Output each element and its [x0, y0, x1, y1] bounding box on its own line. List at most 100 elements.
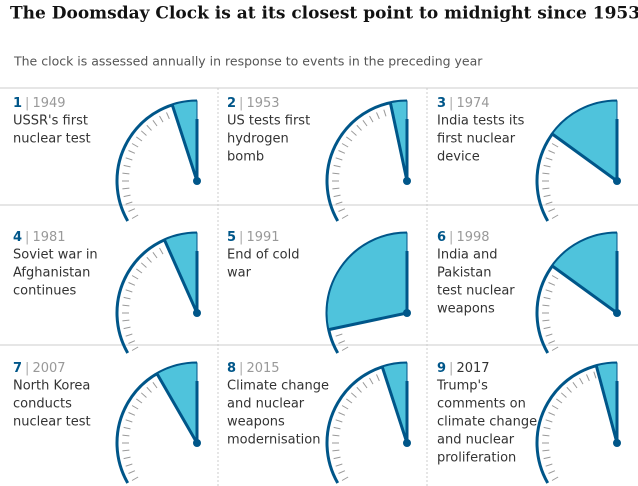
panel-heading: 2 | 1953	[227, 96, 280, 111]
clock-tick	[551, 143, 559, 148]
clock-tick	[548, 282, 556, 286]
panel-text: Trump's	[436, 379, 488, 394]
panel-text: modernisation	[227, 433, 320, 448]
clock-tick	[125, 463, 133, 467]
panel-text: hydrogen	[227, 132, 289, 147]
clock-tick	[548, 470, 556, 474]
separator: |	[239, 230, 243, 245]
clock-rim	[325, 99, 408, 222]
subtitle: The clock is assessed annually in respon…	[13, 54, 483, 69]
panel-text: weapons	[437, 302, 495, 317]
clock-tick	[128, 340, 136, 344]
clock-tick	[131, 275, 139, 280]
clock-tick	[131, 476, 139, 481]
clock-tick	[548, 340, 556, 344]
clock-tick	[338, 208, 346, 212]
clock-tick	[560, 392, 567, 398]
panel: 4 | 1981 Soviet war in Afghanistan continues	[13, 230, 201, 354]
pivot	[193, 439, 201, 447]
separator: |	[449, 96, 453, 111]
clock-tick	[332, 434, 340, 437]
clock-tick	[369, 115, 374, 123]
panel-text: device	[437, 150, 480, 165]
clock-tick	[333, 426, 341, 430]
clock-tick	[125, 201, 133, 205]
clock-tick	[123, 194, 131, 198]
clock-tick	[579, 377, 584, 385]
clock-tick	[122, 172, 130, 175]
clock-tick	[338, 150, 346, 154]
minute-hand	[551, 264, 618, 315]
clock-tick	[136, 268, 143, 274]
panel-text: first nuclear	[437, 132, 516, 147]
panel-text: US tests first	[227, 114, 310, 129]
clock-tick	[131, 346, 139, 351]
panel-number: 9	[437, 361, 446, 376]
clock-tick	[350, 130, 357, 136]
clock-tick	[338, 340, 346, 344]
panel-number: 1	[13, 96, 22, 111]
clock-tick	[341, 346, 349, 351]
clock-tick	[551, 346, 559, 351]
separator: |	[239, 361, 243, 376]
clock-tick	[125, 419, 133, 423]
clock-tick	[335, 333, 343, 337]
clock-tick	[545, 333, 553, 337]
minutes-wedge	[551, 232, 618, 314]
minute-hand	[155, 372, 199, 444]
clock-tick	[566, 386, 572, 393]
panel-text: Pakistan	[437, 266, 491, 281]
clock-tick	[123, 296, 131, 300]
clock-tick	[543, 296, 551, 300]
clock-tick	[338, 412, 346, 416]
panel: 9 | 2017 Trump's comments on climate change an…	[436, 361, 621, 484]
clock-tick	[333, 456, 341, 460]
clock-tick	[556, 398, 563, 404]
pivot	[613, 177, 621, 185]
clock-tick	[376, 112, 380, 120]
clock-tick	[152, 120, 158, 127]
clock-tick	[338, 470, 346, 474]
clock-tick	[128, 412, 136, 416]
clock-tick	[542, 172, 550, 175]
panel-heading: 3 | 1974	[437, 96, 490, 111]
panel-heading: 7 | 2007	[13, 361, 66, 376]
clock-tick	[335, 463, 343, 467]
panel-text: India and	[437, 248, 498, 263]
panel-number: 7	[13, 361, 22, 376]
clock-tick	[159, 247, 164, 255]
clock-tick	[548, 150, 556, 154]
panel: 1 | 1949 USSR's first nuclear test	[13, 96, 201, 222]
clock-tick	[545, 289, 553, 293]
panel-year: 1991	[246, 230, 279, 245]
clock-tick	[543, 456, 551, 460]
clock-tick	[543, 194, 551, 198]
panel-year: 1953	[246, 96, 279, 111]
clock-tick	[122, 434, 130, 437]
panel-text: weapons	[227, 415, 285, 430]
panel-year: 1981	[32, 230, 65, 245]
panel-heading: 5 | 1991	[227, 230, 280, 245]
clock-tick	[341, 143, 349, 148]
pivot	[403, 309, 411, 317]
panel: 6 | 1998 India and Pakistan test nuclear weapo…	[437, 230, 621, 354]
panel-text: nuclear test	[13, 132, 91, 147]
panel-text: Soviet war in	[13, 248, 98, 263]
pivot	[193, 309, 201, 317]
panel: 8 | 2015 Climate change and nuclear weapons mo…	[227, 361, 411, 484]
clock-tick	[128, 150, 136, 154]
clock-tick	[341, 476, 349, 481]
separator: |	[25, 96, 29, 111]
clock-tick	[335, 201, 343, 205]
clock-tick	[123, 426, 131, 430]
clock-tick	[152, 382, 158, 389]
panel-year: 1949	[32, 96, 65, 111]
clock-tick	[131, 214, 139, 219]
clock-tick	[140, 130, 147, 136]
clock-tick	[376, 374, 380, 382]
panel-text: Climate change	[227, 379, 329, 394]
clock-tick	[146, 256, 152, 263]
clock-tick	[542, 319, 550, 322]
clock-tick	[543, 326, 551, 330]
clock-tick	[123, 164, 131, 168]
